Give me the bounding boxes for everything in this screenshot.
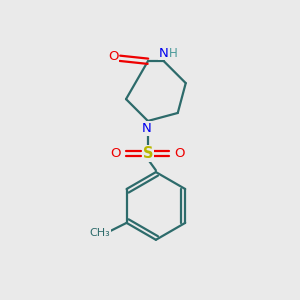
Text: O: O [108,50,119,63]
Text: CH₃: CH₃ [90,228,110,238]
Text: H: H [169,46,178,59]
Text: N: N [142,122,151,135]
Text: O: O [175,147,185,160]
Text: N: N [159,46,169,59]
Text: O: O [110,147,121,160]
Text: S: S [142,146,153,161]
